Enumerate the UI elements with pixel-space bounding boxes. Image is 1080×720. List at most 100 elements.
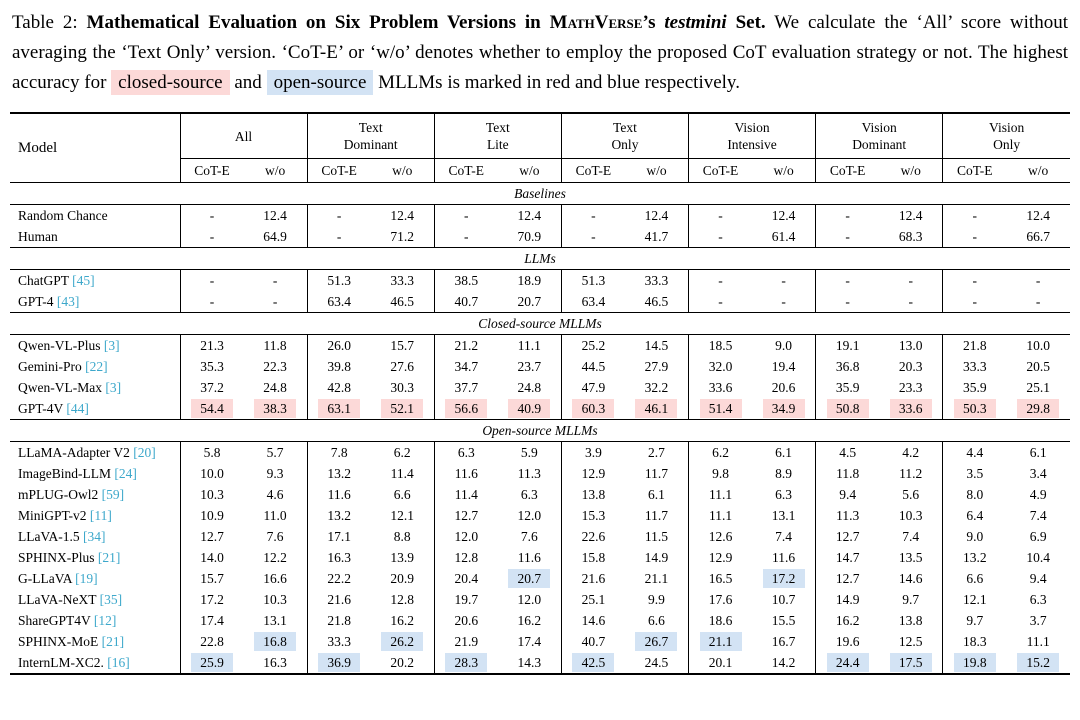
score-cell: 40.7 — [433, 291, 498, 313]
model-name: GPT-4V [44] — [18, 401, 89, 416]
score-cell: 3.9 — [560, 441, 625, 463]
score-cell: 11.6 — [433, 463, 498, 484]
score-cell: - — [942, 291, 1007, 313]
score-cell: 14.0 — [179, 547, 244, 568]
score-cell: 21.8 — [306, 610, 371, 631]
score-cell: 9.4 — [815, 484, 880, 505]
citation-link[interactable]: [35] — [96, 592, 123, 607]
score-cell: 12.7 — [433, 505, 498, 526]
score-cell: 12.1 — [942, 589, 1007, 610]
score-cell: 9.3 — [266, 466, 284, 481]
score-cell: 20.6 — [771, 380, 796, 395]
score-cell: 13.2 — [942, 547, 1007, 568]
score-cell: 56.6 — [433, 398, 498, 420]
section-row-baselines: Baselines — [10, 182, 1070, 205]
citation-link[interactable]: [20] — [129, 445, 156, 460]
score-cell: 50.3 — [942, 398, 1007, 420]
score-cell: 11.0 — [263, 508, 287, 523]
score-cell: 32.0 — [688, 356, 753, 377]
score-cell: 22.3 — [263, 359, 287, 374]
score-cell: 13.8 — [560, 484, 625, 505]
col-subheader-cot-e: CoT-E — [942, 158, 1007, 183]
score-cell: 18.3 — [942, 631, 1007, 652]
citation-link[interactable]: [44] — [63, 401, 89, 416]
score-cell: 15.8 — [560, 547, 625, 568]
citation-link[interactable]: [3] — [101, 380, 122, 395]
score-cell: - — [688, 269, 753, 291]
score-cell: 61.4 — [771, 229, 796, 244]
citation-link[interactable]: [24] — [110, 466, 137, 481]
score-cell: 12.9 — [560, 463, 625, 484]
citation-link[interactable]: [11] — [86, 508, 112, 523]
citation-link[interactable]: [45] — [68, 273, 95, 288]
score-cell: 18.5 — [688, 334, 753, 356]
score-cell: 6.3 — [1029, 592, 1047, 607]
caption-body-3: MLLMs is marked in red and blue respecti… — [373, 72, 740, 93]
score-cell: 15.2 — [1006, 652, 1070, 674]
score-cell: 16.6 — [263, 571, 287, 586]
table-row-sharegpt4v: ShareGPT4V [12] 17.4 13.1 21.8 16.2 20.6 16.2 1… — [10, 610, 1070, 631]
citation-link[interactable]: [59] — [98, 487, 125, 502]
best-closed-source-score: 52.1 — [381, 399, 424, 418]
score-cell: 34.9 — [752, 398, 816, 420]
score-cell: 29.8 — [1006, 398, 1070, 420]
best-closed-source-score: 46.1 — [635, 399, 678, 418]
col-subheader-cot-e: CoT-E — [306, 158, 371, 183]
citation-link[interactable]: [21] — [98, 634, 125, 649]
mathverse-name: MathVerse — [549, 12, 643, 33]
score-cell: 12.4 — [1026, 208, 1050, 223]
citation-link[interactable]: [12] — [90, 613, 117, 628]
score-cell: 6.1 — [648, 487, 665, 502]
score-cell: 12.4 — [771, 208, 796, 223]
best-open-source-score: 20.7 — [508, 569, 551, 588]
section-title: Open-source MLLMs — [10, 419, 1070, 442]
score-cell: 6.6 — [942, 568, 1007, 589]
score-cell: 24.5 — [644, 655, 669, 670]
citation-link[interactable]: [34] — [79, 529, 106, 544]
col-subheader-w-o: w/o — [752, 158, 816, 183]
score-cell: - — [433, 204, 498, 226]
citation-link[interactable]: [19] — [71, 571, 98, 586]
score-cell: 7.4 — [902, 529, 920, 544]
score-cell: 21.2 — [433, 334, 498, 356]
results-table-body: Baselines Random Chance - 12.4 - 12.4 - 12.4 - 12… — [10, 182, 1070, 674]
citation-link[interactable]: [22] — [81, 359, 108, 374]
score-cell: 16.7 — [771, 634, 796, 649]
score-cell: 33.3 — [390, 273, 415, 288]
citation-link[interactable]: [43] — [53, 294, 80, 309]
score-cell: 8.0 — [942, 484, 1007, 505]
score-cell: 71.2 — [390, 229, 415, 244]
citation-link[interactable]: [3] — [100, 338, 120, 353]
section-title: LLMs — [10, 247, 1070, 270]
score-cell: 46.5 — [390, 294, 415, 309]
citation-link[interactable]: [16] — [103, 655, 130, 670]
score-cell: 36.9 — [306, 652, 371, 674]
score-cell: 5.8 — [179, 441, 244, 463]
table-row-llama-adapter-v2: LLaMA-Adapter V2 [20] 5.8 5.7 7.8 6.2 6.3 5.9 3… — [10, 441, 1070, 463]
score-cell: 15.7 — [390, 338, 415, 353]
best-open-source-score: 16.8 — [254, 632, 297, 651]
score-cell: 14.6 — [560, 610, 625, 631]
score-cell: 18.6 — [688, 610, 753, 631]
score-cell: 22.2 — [306, 568, 371, 589]
score-cell: 12.8 — [433, 547, 498, 568]
col-subheader-cot-e: CoT-E — [433, 158, 498, 183]
score-cell: 33.6 — [879, 398, 943, 420]
score-cell: 6.3 — [520, 487, 538, 502]
model-name: InternLM-XC2. [16] — [18, 655, 130, 670]
score-cell: 11.1 — [1026, 634, 1050, 649]
col-subheader-w-o: w/o — [497, 158, 562, 183]
score-cell: 5.6 — [902, 487, 920, 502]
score-cell: 5.9 — [520, 445, 538, 460]
score-cell: 33.3 — [942, 356, 1007, 377]
score-cell: 12.9 — [688, 547, 753, 568]
score-cell: 6.6 — [648, 613, 665, 628]
score-cell: 37.2 — [179, 377, 244, 398]
citation-link[interactable]: [21] — [94, 550, 121, 565]
score-cell: 11.3 — [517, 466, 541, 481]
score-cell: 11.4 — [433, 484, 498, 505]
score-cell: 16.8 — [244, 631, 308, 652]
col-subheader-cot-e: CoT-E — [179, 158, 244, 183]
header-sub-row: CoT-E w/o CoT-E w/o CoT-E w/o CoT-E w/o CoT-E w/o… — [10, 158, 1070, 183]
